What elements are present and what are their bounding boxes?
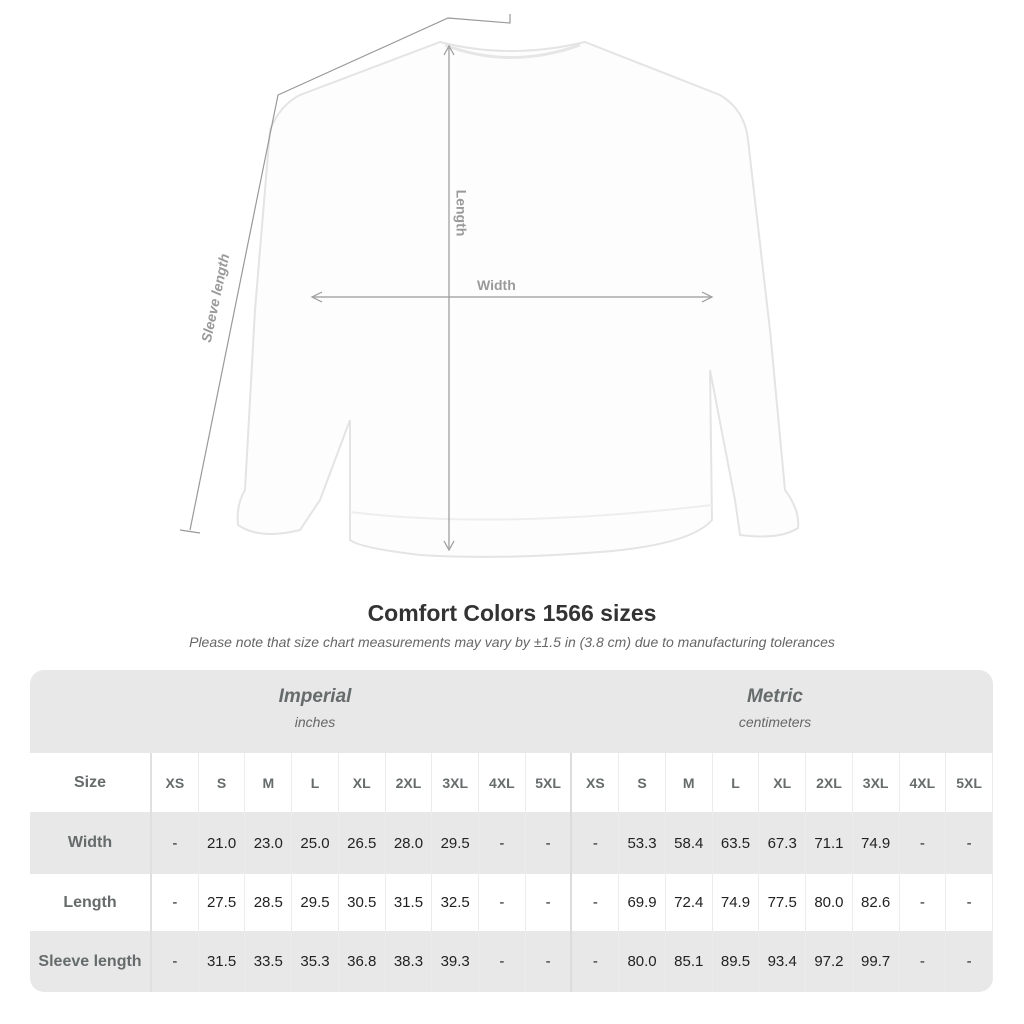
table-cell: 71.1 [806, 812, 853, 874]
imperial-heading: Imperial [278, 686, 352, 707]
size-header-cell: 3XL [432, 753, 480, 812]
size-header-cell: 2XL [386, 753, 433, 812]
table-cell: 74.9 [853, 812, 900, 874]
table-cell: 97.2 [806, 931, 853, 992]
table-cell: 99.7 [853, 931, 900, 992]
table-cell: - [152, 931, 199, 992]
table-cell: 30.5 [339, 874, 386, 931]
table-cell: - [572, 812, 620, 874]
imperial-header: Imperial inches [165, 686, 465, 730]
table-cell: 39.3 [432, 931, 480, 992]
row-label: Sleeve length [30, 931, 152, 992]
size-header-cell: XS [572, 753, 620, 812]
table-row: Width -21.0 23.0 25.0 26.5 28.0 29.5- - -53.3 58.… [30, 812, 993, 874]
size-header-cell: L [713, 753, 760, 812]
table-header: Imperial inches Metric centimeters [30, 670, 993, 753]
table-cell: - [900, 874, 947, 931]
table-cell: - [946, 931, 993, 992]
table-cell: 21.0 [199, 812, 246, 874]
table-row: Sleeve length -31.5 33.5 35.3 36.8 38.3 39.3- -… [30, 931, 993, 992]
table-cell: - [900, 931, 947, 992]
table-cell: 80.0 [619, 931, 666, 992]
table-cell: 27.5 [199, 874, 246, 931]
table-cell: 28.0 [386, 812, 433, 874]
size-header-cell: 3XL [853, 753, 900, 812]
table-cell: 80.0 [806, 874, 853, 931]
table-cell: 67.3 [759, 812, 807, 874]
size-header-cell: M [245, 753, 293, 812]
row-label: Size [30, 753, 152, 812]
table-cell: - [526, 812, 573, 874]
tolerance-note: Please note that size chart measurements… [189, 634, 835, 650]
table-cell: - [479, 931, 526, 992]
table-cell: - [479, 812, 526, 874]
table-cell: - [572, 931, 620, 992]
table-cell: 26.5 [339, 812, 386, 874]
table-cell: - [479, 874, 526, 931]
table-row: Length -27.5 28.5 29.5 30.5 31.5 32.5- - -69.9 72… [30, 874, 993, 931]
table-cell: - [900, 812, 947, 874]
size-header-cell: M [666, 753, 713, 812]
row-label: Width [30, 812, 152, 874]
metric-heading: Metric [747, 686, 803, 707]
table-cell: - [526, 874, 573, 931]
table-cell: 89.5 [713, 931, 760, 992]
table-cell: - [152, 812, 199, 874]
size-header-cell: XL [759, 753, 807, 812]
table-cell: 38.3 [386, 931, 433, 992]
size-header-cell: 5XL [526, 753, 573, 812]
table-cell: - [572, 874, 620, 931]
table-cell: 31.5 [199, 931, 246, 992]
table-cell: 36.8 [339, 931, 386, 992]
size-header-cell: S [619, 753, 666, 812]
table-cell: 85.1 [666, 931, 713, 992]
table-cell: - [526, 931, 573, 992]
metric-unit: centimeters [738, 714, 812, 730]
row-label: Length [30, 874, 152, 931]
table-cell: 53.3 [619, 812, 666, 874]
table-cell: 25.0 [292, 812, 339, 874]
size-header-cell: XL [339, 753, 386, 812]
size-header-row: Size XS S M L XL 2XL 3XL 4XL 5XL XS S M L XL 2XL 3XL 4XL 5… [30, 753, 993, 812]
table-cell: - [946, 812, 993, 874]
table-cell: 69.9 [619, 874, 666, 931]
sweatshirt-diagram [179, 14, 800, 558]
table-cell: 82.6 [853, 874, 900, 931]
size-header-cell: S [199, 753, 246, 812]
table-cell: 29.5 [432, 812, 480, 874]
table-cell: 35.3 [292, 931, 339, 992]
size-header-cell: 4XL [479, 753, 526, 812]
sweatshirt-illustration [236, 40, 800, 558]
table-cell: - [152, 874, 199, 931]
table-cell: 28.5 [245, 874, 293, 931]
table-cell: 72.4 [666, 874, 713, 931]
table-cell: 32.5 [432, 874, 480, 931]
table-cell: - [946, 874, 993, 931]
table-cell: 58.4 [666, 812, 713, 874]
size-header-cell: L [292, 753, 339, 812]
size-table: Imperial inches Metric centimeters Size X… [30, 670, 993, 992]
table-cell: 77.5 [759, 874, 807, 931]
imperial-unit: inches [294, 714, 336, 730]
size-header-cell: 4XL [900, 753, 947, 812]
size-header-cell: 2XL [806, 753, 853, 812]
length-label: Length [453, 189, 470, 237]
table-cell: 31.5 [386, 874, 433, 931]
size-header-cell: 5XL [946, 753, 993, 812]
table-cell: 23.0 [245, 812, 293, 874]
table-cell: 74.9 [713, 874, 760, 931]
page-title: Comfort Colors 1566 sizes [367, 600, 657, 626]
table-cell: 33.5 [245, 931, 293, 992]
table-cell: 63.5 [713, 812, 760, 874]
metric-header: Metric centimeters [625, 686, 925, 730]
table-cell: 93.4 [759, 931, 807, 992]
width-label: Width [477, 277, 516, 293]
size-header-cell: XS [152, 753, 199, 812]
table-cell: 29.5 [292, 874, 339, 931]
